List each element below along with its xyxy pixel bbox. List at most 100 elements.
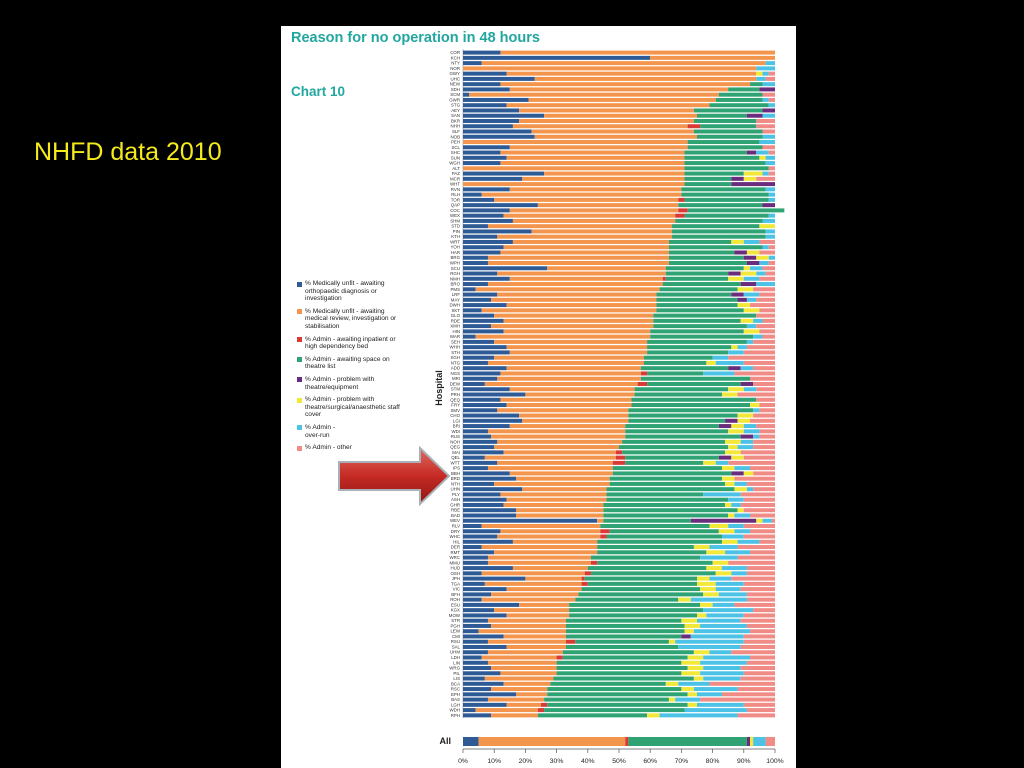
bar-segment	[487, 639, 566, 644]
category-tick-label: SDH	[451, 87, 460, 92]
legend-label: % Admin - awaiting space on theatre list	[305, 355, 390, 371]
bar-segment	[463, 71, 507, 76]
bar-segment	[569, 608, 704, 613]
category-tick-label: PIL	[453, 671, 460, 676]
bar-segment	[628, 413, 738, 418]
bar-segment	[463, 639, 488, 644]
category-tick-label: SCM	[450, 92, 460, 97]
bar-segment	[718, 92, 763, 97]
bar-segment	[463, 218, 513, 223]
bar-segment	[734, 487, 747, 492]
category-tick-label: PLY	[452, 492, 460, 497]
bar-segment	[756, 71, 763, 76]
category-tick-label: WDH	[450, 708, 461, 713]
overall-bar-segment	[750, 737, 754, 746]
bar-segment	[550, 681, 666, 686]
overall-bar-segment	[628, 737, 747, 746]
bar-segment	[750, 629, 775, 634]
bar-segment	[743, 429, 760, 434]
category-tick-label: TGA	[451, 581, 460, 586]
bar-segment	[609, 481, 726, 486]
bar-segment	[746, 324, 757, 329]
bar-segment	[640, 366, 729, 371]
bar-segment	[759, 429, 775, 434]
category-tick-label: SGH	[450, 355, 460, 360]
bar-segment	[506, 366, 641, 371]
bar-segment	[675, 218, 763, 223]
bar-segment	[463, 666, 492, 671]
bar-segment	[762, 71, 769, 76]
bar-segment	[756, 282, 775, 287]
bar-segment	[484, 381, 638, 386]
bar-segment	[684, 182, 732, 187]
bar-segment	[684, 213, 769, 218]
bar-segment	[753, 471, 775, 476]
bar-segment	[687, 208, 785, 213]
bar-segment	[506, 303, 657, 308]
bar-segment	[771, 518, 775, 523]
bar-segment	[587, 566, 707, 571]
category-tick-label: ALT	[452, 166, 460, 171]
bar-segment	[721, 534, 744, 539]
bar-segment	[640, 371, 648, 376]
bar-segment	[728, 355, 775, 360]
bar-segment	[575, 597, 679, 602]
category-tick-label: LDH	[451, 655, 460, 660]
bar-segment	[753, 334, 763, 339]
x-tick-label: 0%	[458, 758, 468, 765]
bar-segment	[603, 502, 726, 507]
bar-segment	[509, 208, 679, 213]
bar-segment	[653, 324, 747, 329]
category-tick-label: DEW	[450, 381, 461, 386]
bar-segment	[737, 713, 775, 718]
bar-segment	[712, 560, 729, 565]
category-tick-label: NGS	[450, 371, 460, 376]
bar-segment	[697, 113, 747, 118]
bar-segment	[753, 608, 775, 613]
bar-segment	[728, 460, 775, 465]
bar-segment	[463, 460, 498, 465]
legend-swatch	[297, 445, 302, 451]
bar-segment	[740, 502, 775, 507]
bar-segment	[463, 145, 510, 150]
bar-segment	[768, 71, 775, 76]
bar-segment	[697, 581, 716, 586]
bar-segment	[656, 292, 732, 297]
bar-segment	[731, 576, 775, 581]
category-tick-label: STH	[451, 350, 460, 355]
x-tick-label: 60%	[643, 758, 657, 765]
bar-segment	[612, 466, 722, 471]
bar-segment	[706, 613, 744, 618]
bar-segment	[500, 161, 685, 166]
bar-segment	[746, 261, 760, 265]
category-tick-label: PRH	[451, 392, 460, 397]
bar-segment	[487, 224, 673, 229]
category-tick-label: MOW	[449, 613, 461, 618]
bar-segment	[565, 618, 682, 623]
bar-segment	[715, 587, 741, 592]
bar-segment	[650, 55, 775, 60]
bar-segment	[665, 681, 679, 686]
category-tick-label: STG	[451, 103, 461, 108]
bar-segment	[740, 450, 775, 455]
x-tick-label: 100%	[766, 758, 783, 765]
bar-segment	[463, 303, 507, 308]
bar-segment	[506, 155, 685, 160]
bar-segment	[463, 455, 485, 460]
bar-segment	[678, 197, 685, 202]
category-tick-label: WHT	[450, 182, 460, 187]
bar-segment	[537, 203, 679, 208]
category-tick-label: MRI	[452, 376, 460, 381]
legend-swatch	[297, 357, 302, 363]
bar-segment	[693, 650, 710, 655]
bar-segment	[700, 697, 775, 702]
bar-segment	[463, 324, 492, 329]
bar-segment	[678, 597, 691, 602]
bar-segment	[731, 239, 744, 244]
bar-segment	[463, 339, 495, 344]
bar-segment	[497, 292, 657, 297]
category-tick-label: EPH	[451, 692, 460, 697]
category-tick-label: RDE	[451, 318, 460, 323]
bar-segment	[590, 560, 598, 565]
bar-segment	[494, 608, 570, 613]
